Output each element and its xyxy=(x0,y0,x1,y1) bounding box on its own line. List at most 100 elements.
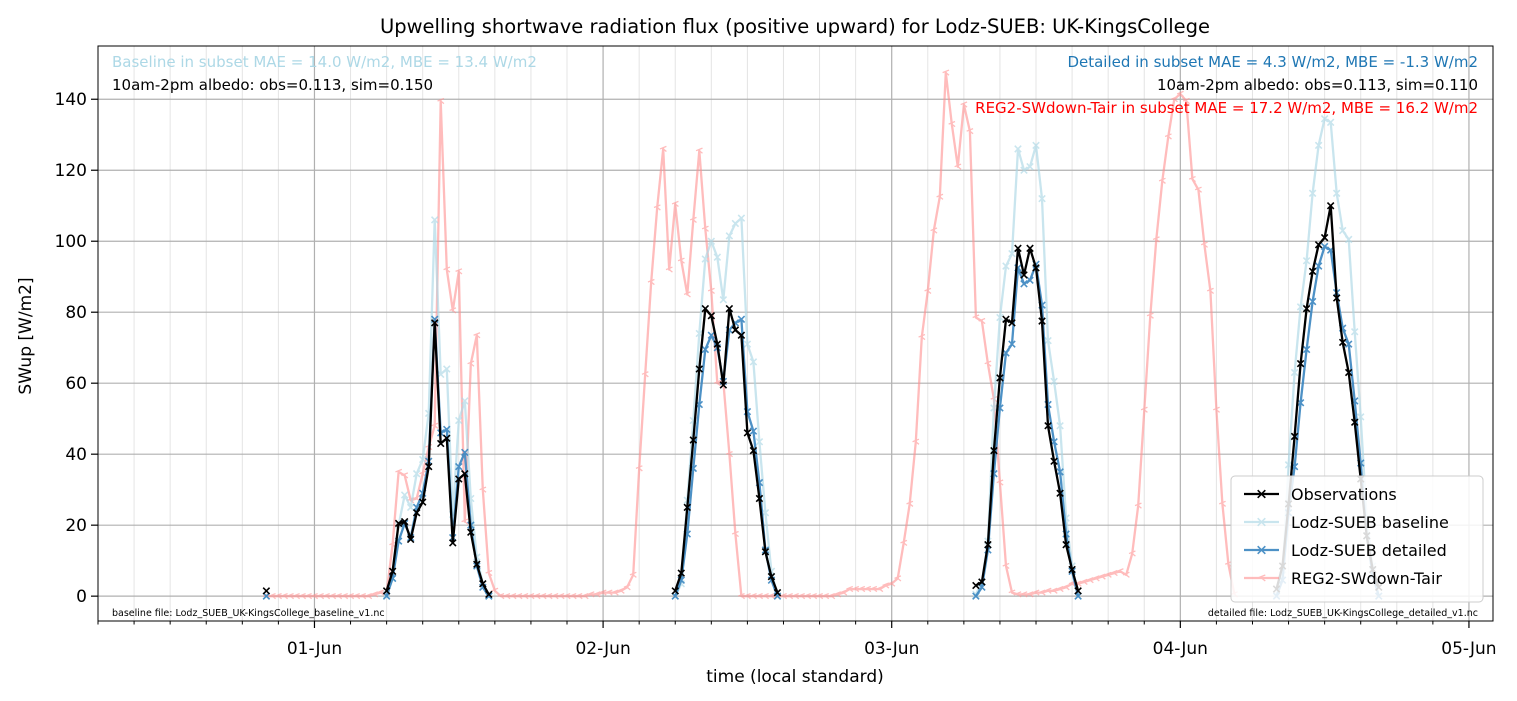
data-point-reg2 xyxy=(1200,241,1208,248)
data-point-observations xyxy=(1338,338,1347,347)
data-point-reg2 xyxy=(1104,571,1112,578)
data-point-reg2 xyxy=(840,589,848,596)
data-point-reg2 xyxy=(1158,177,1166,184)
data-point-reg2 xyxy=(1050,587,1058,594)
y-axis: 0 20 40 60 80 100 120 140 xyxy=(55,90,98,607)
data-point-reg2 xyxy=(533,592,541,600)
data-point-observations xyxy=(1302,304,1311,313)
data-point-baseline xyxy=(1002,262,1010,270)
data-point-observations xyxy=(1008,319,1016,327)
y-tick-label: 100 xyxy=(55,232,87,252)
data-point-reg2 xyxy=(461,518,469,525)
data-point-reg2 xyxy=(371,591,379,598)
data-point-detailed xyxy=(442,425,451,434)
data-point-baseline xyxy=(406,503,415,512)
data-point-baseline xyxy=(737,214,746,222)
data-point-reg2 xyxy=(707,287,715,294)
data-point-detailed xyxy=(1344,340,1353,348)
data-point-reg2 xyxy=(1116,568,1124,575)
data-point-reg2 xyxy=(725,451,733,458)
data-point-reg2 xyxy=(1140,406,1148,413)
data-point-detailed xyxy=(707,331,716,340)
data-point-reg2 xyxy=(401,472,409,479)
data-point-reg2 xyxy=(359,592,367,600)
data-point-reg2 xyxy=(1062,584,1070,591)
y-tick-label: 0 xyxy=(76,587,87,607)
data-point-observations xyxy=(382,587,391,595)
data-point-baseline xyxy=(461,397,469,405)
data-point-reg2 xyxy=(1008,589,1016,596)
data-point-reg2 xyxy=(1164,133,1172,140)
legend-swatch-reg2 xyxy=(1244,574,1279,582)
data-point-reg2 xyxy=(966,128,974,135)
data-point-reg2 xyxy=(996,479,1004,486)
data-point-observations xyxy=(1296,359,1305,368)
data-point-detailed xyxy=(1056,468,1064,476)
data-point-baseline xyxy=(418,455,427,464)
data-point-reg2 xyxy=(846,585,854,593)
data-point-reg2 xyxy=(786,592,794,600)
data-point-observations xyxy=(671,587,680,595)
data-point-observations xyxy=(731,326,740,334)
data-point-baseline xyxy=(731,219,740,228)
legend-marker xyxy=(1257,545,1266,555)
data-point-observations xyxy=(1068,565,1076,574)
data-point-reg2 xyxy=(780,592,788,600)
data-point-reg2 xyxy=(743,592,752,600)
data-point-reg2 xyxy=(1194,186,1202,193)
data-point-observations xyxy=(1014,244,1022,253)
data-point-reg2 xyxy=(930,227,938,234)
baseline-albedo-annotation: 10am-2pm albedo: obs=0.113, sim=0.150 xyxy=(112,76,433,94)
data-point-baseline xyxy=(412,469,421,478)
data-point-observations xyxy=(749,446,758,455)
data-point-baseline xyxy=(1356,413,1365,421)
detailed-file-annotation: detailed file: Lodz_SUEB_UK-KingsCollege… xyxy=(1208,608,1478,619)
data-point-reg2 xyxy=(521,592,529,600)
data-point-observations xyxy=(412,508,421,517)
data-point-reg2 xyxy=(822,592,830,600)
data-point-detailed xyxy=(1302,345,1311,354)
data-point-reg2 xyxy=(665,266,673,273)
data-point-baseline xyxy=(1056,422,1064,430)
data-point-reg2 xyxy=(683,291,691,298)
data-point-reg2 xyxy=(671,200,679,208)
data-point-reg2 xyxy=(942,69,950,76)
data-point-observations xyxy=(1314,240,1323,249)
y-tick-label: 60 xyxy=(65,374,87,394)
data-point-reg2 xyxy=(912,438,920,445)
data-point-reg2 xyxy=(768,592,776,600)
data-point-reg2 xyxy=(810,592,818,600)
data-point-baseline xyxy=(1344,235,1353,244)
data-point-reg2 xyxy=(557,592,565,600)
data-point-reg2 xyxy=(978,317,986,325)
y-tick-label: 140 xyxy=(55,90,87,110)
data-point-detailed xyxy=(1008,340,1016,348)
data-point-detailed xyxy=(972,592,980,600)
data-point-reg2 xyxy=(449,307,457,314)
data-point-baseline xyxy=(1302,256,1311,265)
data-point-observations xyxy=(990,446,998,455)
data-point-observations xyxy=(479,579,487,588)
data-point-detailed xyxy=(1314,262,1323,270)
data-point-reg2 xyxy=(888,580,896,587)
data-point-baseline xyxy=(1044,336,1052,345)
data-point-observations xyxy=(1062,540,1070,549)
data-point-reg2 xyxy=(545,592,553,600)
data-point-baseline xyxy=(1050,377,1058,386)
series-line-baseline xyxy=(674,216,779,597)
data-point-observations xyxy=(406,535,415,544)
data-point-reg2 xyxy=(1152,236,1160,243)
data-point-observations xyxy=(485,590,493,599)
data-point-reg2 xyxy=(1212,406,1221,413)
data-point-observations xyxy=(677,569,686,577)
data-point-reg2 xyxy=(1098,573,1106,580)
data-point-baseline xyxy=(743,340,752,348)
data-point-detailed xyxy=(1308,297,1317,306)
data-point-reg2 xyxy=(395,468,403,475)
data-point-observations xyxy=(262,587,271,595)
data-point-reg2 xyxy=(689,216,697,223)
data-point-observations xyxy=(442,434,451,442)
data-point-reg2 xyxy=(353,592,361,600)
data-point-observations xyxy=(1074,587,1082,595)
data-point-observations xyxy=(1308,267,1317,276)
